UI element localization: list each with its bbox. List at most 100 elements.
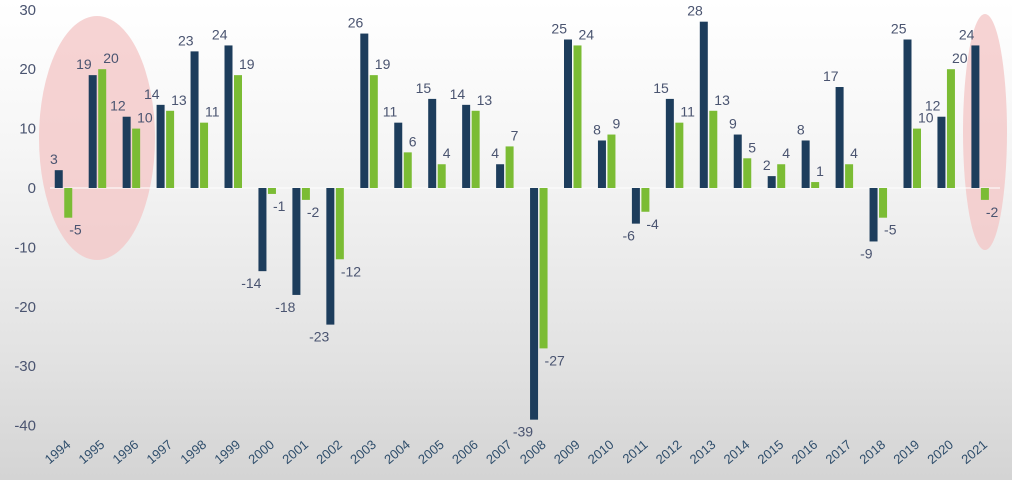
- data-label-2010-series2: 9: [612, 116, 620, 132]
- bar-2013-series2: [709, 110, 718, 188]
- data-label-2011-series2: -4: [646, 216, 659, 232]
- bar-2009-series2: [573, 45, 582, 188]
- data-label-2001-series2: -2: [307, 204, 320, 220]
- bar-2013-series1: [699, 21, 708, 189]
- data-label-2017-series1: 17: [823, 68, 839, 84]
- bar-2014-series2: [743, 158, 752, 188]
- data-label-2010-series1: 8: [593, 121, 601, 137]
- data-label-2008-series1: -39: [513, 424, 533, 440]
- data-label-2001-series1: -18: [275, 299, 295, 315]
- bar-2010-series1: [597, 140, 606, 188]
- data-label-2020-series1: 12: [925, 98, 941, 114]
- data-label-2017-series2: 4: [850, 145, 858, 161]
- data-label-2013-series1: 28: [687, 3, 703, 19]
- data-label-2002-series1: -23: [309, 329, 329, 345]
- data-label-2018-series1: -9: [860, 245, 873, 261]
- data-label-2000-series2: -1: [273, 198, 286, 214]
- bar-2007-series2: [505, 146, 514, 188]
- x-tick-label-2008: 2008: [517, 437, 549, 467]
- y-tick-label: -30: [14, 358, 36, 375]
- data-label-2002-series2: -12: [341, 263, 361, 279]
- highlight-ellipses: [39, 14, 1007, 260]
- x-tick-label-2020: 2020: [924, 437, 956, 467]
- bar-2006-series1: [462, 104, 471, 188]
- bar-2019-series1: [903, 39, 912, 188]
- data-label-2007-series1: 4: [491, 145, 499, 161]
- bar-1999-series1: [224, 45, 233, 188]
- bar-2003-series2: [369, 75, 378, 188]
- x-tick-label-2001: 2001: [279, 437, 311, 467]
- bar-1997-series2: [166, 110, 175, 188]
- data-label-1997-series1: 14: [144, 86, 160, 102]
- bar-1996-series1: [122, 116, 131, 188]
- bars: [54, 21, 989, 420]
- data-label-2019-series1: 25: [891, 21, 907, 37]
- bar-1999-series2: [234, 75, 242, 188]
- bar-2005-series2: [437, 164, 446, 188]
- bar-2002-series1: [326, 188, 335, 325]
- bar-2020-series2: [946, 69, 955, 188]
- x-tick-label-2017: 2017: [822, 437, 854, 467]
- data-label-2018-series2: -5: [884, 222, 897, 238]
- x-tick-label-2019: 2019: [890, 437, 922, 467]
- x-tick-label-1994: 1994: [42, 437, 74, 467]
- y-tick-label: -20: [14, 299, 36, 316]
- data-label-2009-series2: 24: [579, 26, 595, 42]
- data-label-2000-series1: -14: [241, 275, 261, 291]
- data-label-2005-series2: 4: [443, 145, 451, 161]
- x-tick-label-2021: 2021: [958, 437, 990, 467]
- bar-2012-series1: [665, 98, 674, 188]
- data-label-1994-series1: 3: [50, 151, 58, 167]
- data-label-1996-series2: 10: [137, 110, 153, 126]
- bar-2001-series1: [292, 188, 301, 295]
- y-tick-label: 30: [19, 2, 36, 19]
- data-label-2003-series2: 19: [375, 56, 391, 72]
- data-label-1999-series2: 19: [239, 56, 255, 72]
- bar-2008-series1: [530, 188, 539, 420]
- data-label-2007-series2: 7: [511, 127, 519, 143]
- x-tick-label-2010: 2010: [585, 437, 617, 467]
- data-label-2004-series1: 11: [383, 104, 398, 120]
- bar-2014-series1: [733, 134, 742, 188]
- bar-2000-series1: [258, 188, 267, 272]
- bar-2010-series2: [607, 134, 616, 188]
- bar-2017-series2: [845, 164, 854, 188]
- x-tick-label-2018: 2018: [856, 437, 888, 467]
- data-label-1995-series2: 20: [103, 50, 119, 66]
- data-label-1995-series1: 19: [76, 56, 92, 72]
- x-tick-label-2004: 2004: [381, 437, 413, 467]
- x-tick-label-1995: 1995: [76, 437, 108, 467]
- bar-2015-series2: [777, 164, 786, 188]
- x-axis: 1994 1995 1996 1997 1998 1999 2000 2001 2002 2003…: [42, 437, 990, 467]
- x-tick-label-2014: 2014: [721, 437, 753, 467]
- data-label-1996-series1: 12: [110, 98, 126, 114]
- bar-2018-series2: [879, 188, 888, 218]
- data-label-2020-series2: 20: [952, 50, 968, 66]
- bar-2016-series2: [811, 182, 820, 188]
- bar-2007-series1: [496, 164, 505, 188]
- y-tick-label: 0: [28, 180, 36, 197]
- data-label-2016-series2: 1: [816, 163, 824, 179]
- x-tick-label-1996: 1996: [110, 437, 142, 467]
- data-label-2014-series1: 9: [729, 116, 737, 132]
- data-label-2014-series2: 5: [748, 139, 756, 155]
- bar-1994-series2: [64, 188, 73, 218]
- bar-2011-series1: [631, 188, 640, 224]
- data-label-2021-series2: -2: [986, 204, 999, 220]
- data-label-2006-series2: 13: [477, 92, 493, 108]
- bar-2004-series1: [394, 122, 403, 188]
- data-label-2003-series1: 26: [348, 15, 364, 31]
- x-tick-label-1998: 1998: [177, 437, 209, 467]
- bar-1994-series1: [54, 170, 63, 188]
- data-label-2011-series1: -6: [622, 228, 635, 244]
- bar-2019-series2: [913, 128, 921, 188]
- bar-2020-series1: [937, 116, 946, 188]
- bar-2006-series2: [471, 110, 480, 188]
- x-tick-label-2016: 2016: [789, 437, 821, 467]
- x-tick-label-2000: 2000: [245, 437, 277, 467]
- bar-2009-series1: [564, 39, 572, 188]
- bar-2015-series1: [767, 176, 776, 188]
- data-label-1998-series1: 23: [178, 32, 194, 48]
- y-tick-label: 10: [19, 121, 36, 138]
